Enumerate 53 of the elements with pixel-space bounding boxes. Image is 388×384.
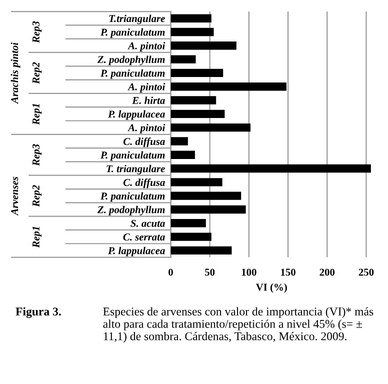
x-tick-label: 0 bbox=[168, 268, 173, 276]
bar bbox=[170, 137, 188, 146]
bar bbox=[170, 42, 236, 50]
y-tick-label: E. hirta bbox=[132, 96, 165, 104]
y-tick-label: Z. podophyllum bbox=[97, 206, 165, 216]
y-tick-label: A. pintoi bbox=[128, 124, 166, 134]
y-tick-label: P. paniculatum bbox=[100, 192, 165, 202]
text: Rep2 bbox=[32, 185, 42, 207]
text: Arvenses bbox=[11, 176, 18, 216]
y-tick-label: P. paniculatum bbox=[100, 28, 165, 38]
bar bbox=[170, 205, 246, 214]
y-tick-label: C. serrata bbox=[123, 234, 165, 241]
bar bbox=[170, 192, 242, 200]
bar bbox=[170, 82, 286, 91]
y-tick-label: T.triangulare bbox=[109, 14, 165, 24]
y-tick-label: C. diffusa bbox=[123, 178, 165, 188]
text: Rep3 bbox=[32, 144, 42, 166]
text: Especies de arvenses con valor de importancia (VI)* más alto para cada tratamiento/repetición a nivel 45% (s= ± 11,1) de sombra. Cárdenas, Tabasco, México. 2009. bbox=[103, 307, 374, 343]
y-tick-label: A. pintoi bbox=[128, 42, 166, 52]
x-tick-label: 50 bbox=[205, 268, 215, 276]
y-tick-label: C. diffusa bbox=[123, 138, 165, 148]
bar bbox=[170, 178, 222, 186]
bar bbox=[170, 219, 206, 228]
y-tick-label: P. paniculatum bbox=[100, 151, 165, 161]
text: Arachis pintoi bbox=[10, 42, 20, 104]
text: Rep1 bbox=[32, 104, 42, 125]
y-tick-label: S. acuta bbox=[130, 220, 165, 227]
bar bbox=[170, 68, 224, 78]
y-tick-label: T. triangulare bbox=[106, 164, 165, 174]
bar bbox=[170, 232, 212, 241]
text: Rep3 bbox=[32, 21, 42, 44]
text: Rep1 bbox=[32, 226, 42, 248]
y-tick-label: P. lappulacea bbox=[108, 110, 165, 120]
y-tick-label: Z. podophyllum bbox=[97, 56, 165, 66]
y-tick-label: P. lappulacea bbox=[108, 246, 165, 256]
bar bbox=[170, 96, 216, 104]
bar bbox=[170, 28, 214, 36]
bar bbox=[170, 246, 232, 255]
x-tick-label: 100 bbox=[242, 268, 256, 276]
bar bbox=[170, 123, 250, 132]
x-tick-label: 200 bbox=[320, 268, 335, 276]
bar bbox=[170, 110, 225, 118]
x-axis-title: VI (%) bbox=[256, 283, 287, 293]
bar bbox=[170, 150, 195, 159]
bar bbox=[170, 164, 371, 173]
text: Rep2 bbox=[32, 62, 42, 84]
bar bbox=[170, 14, 212, 22]
x-tick-label: 250 bbox=[358, 268, 374, 276]
bar bbox=[170, 55, 196, 64]
text: Figura 3. bbox=[16, 307, 61, 318]
x-tick-label: 150 bbox=[281, 268, 296, 276]
y-tick-label: A. pintoi bbox=[128, 83, 166, 92]
y-tick-label: P. paniculatum bbox=[100, 69, 165, 79]
